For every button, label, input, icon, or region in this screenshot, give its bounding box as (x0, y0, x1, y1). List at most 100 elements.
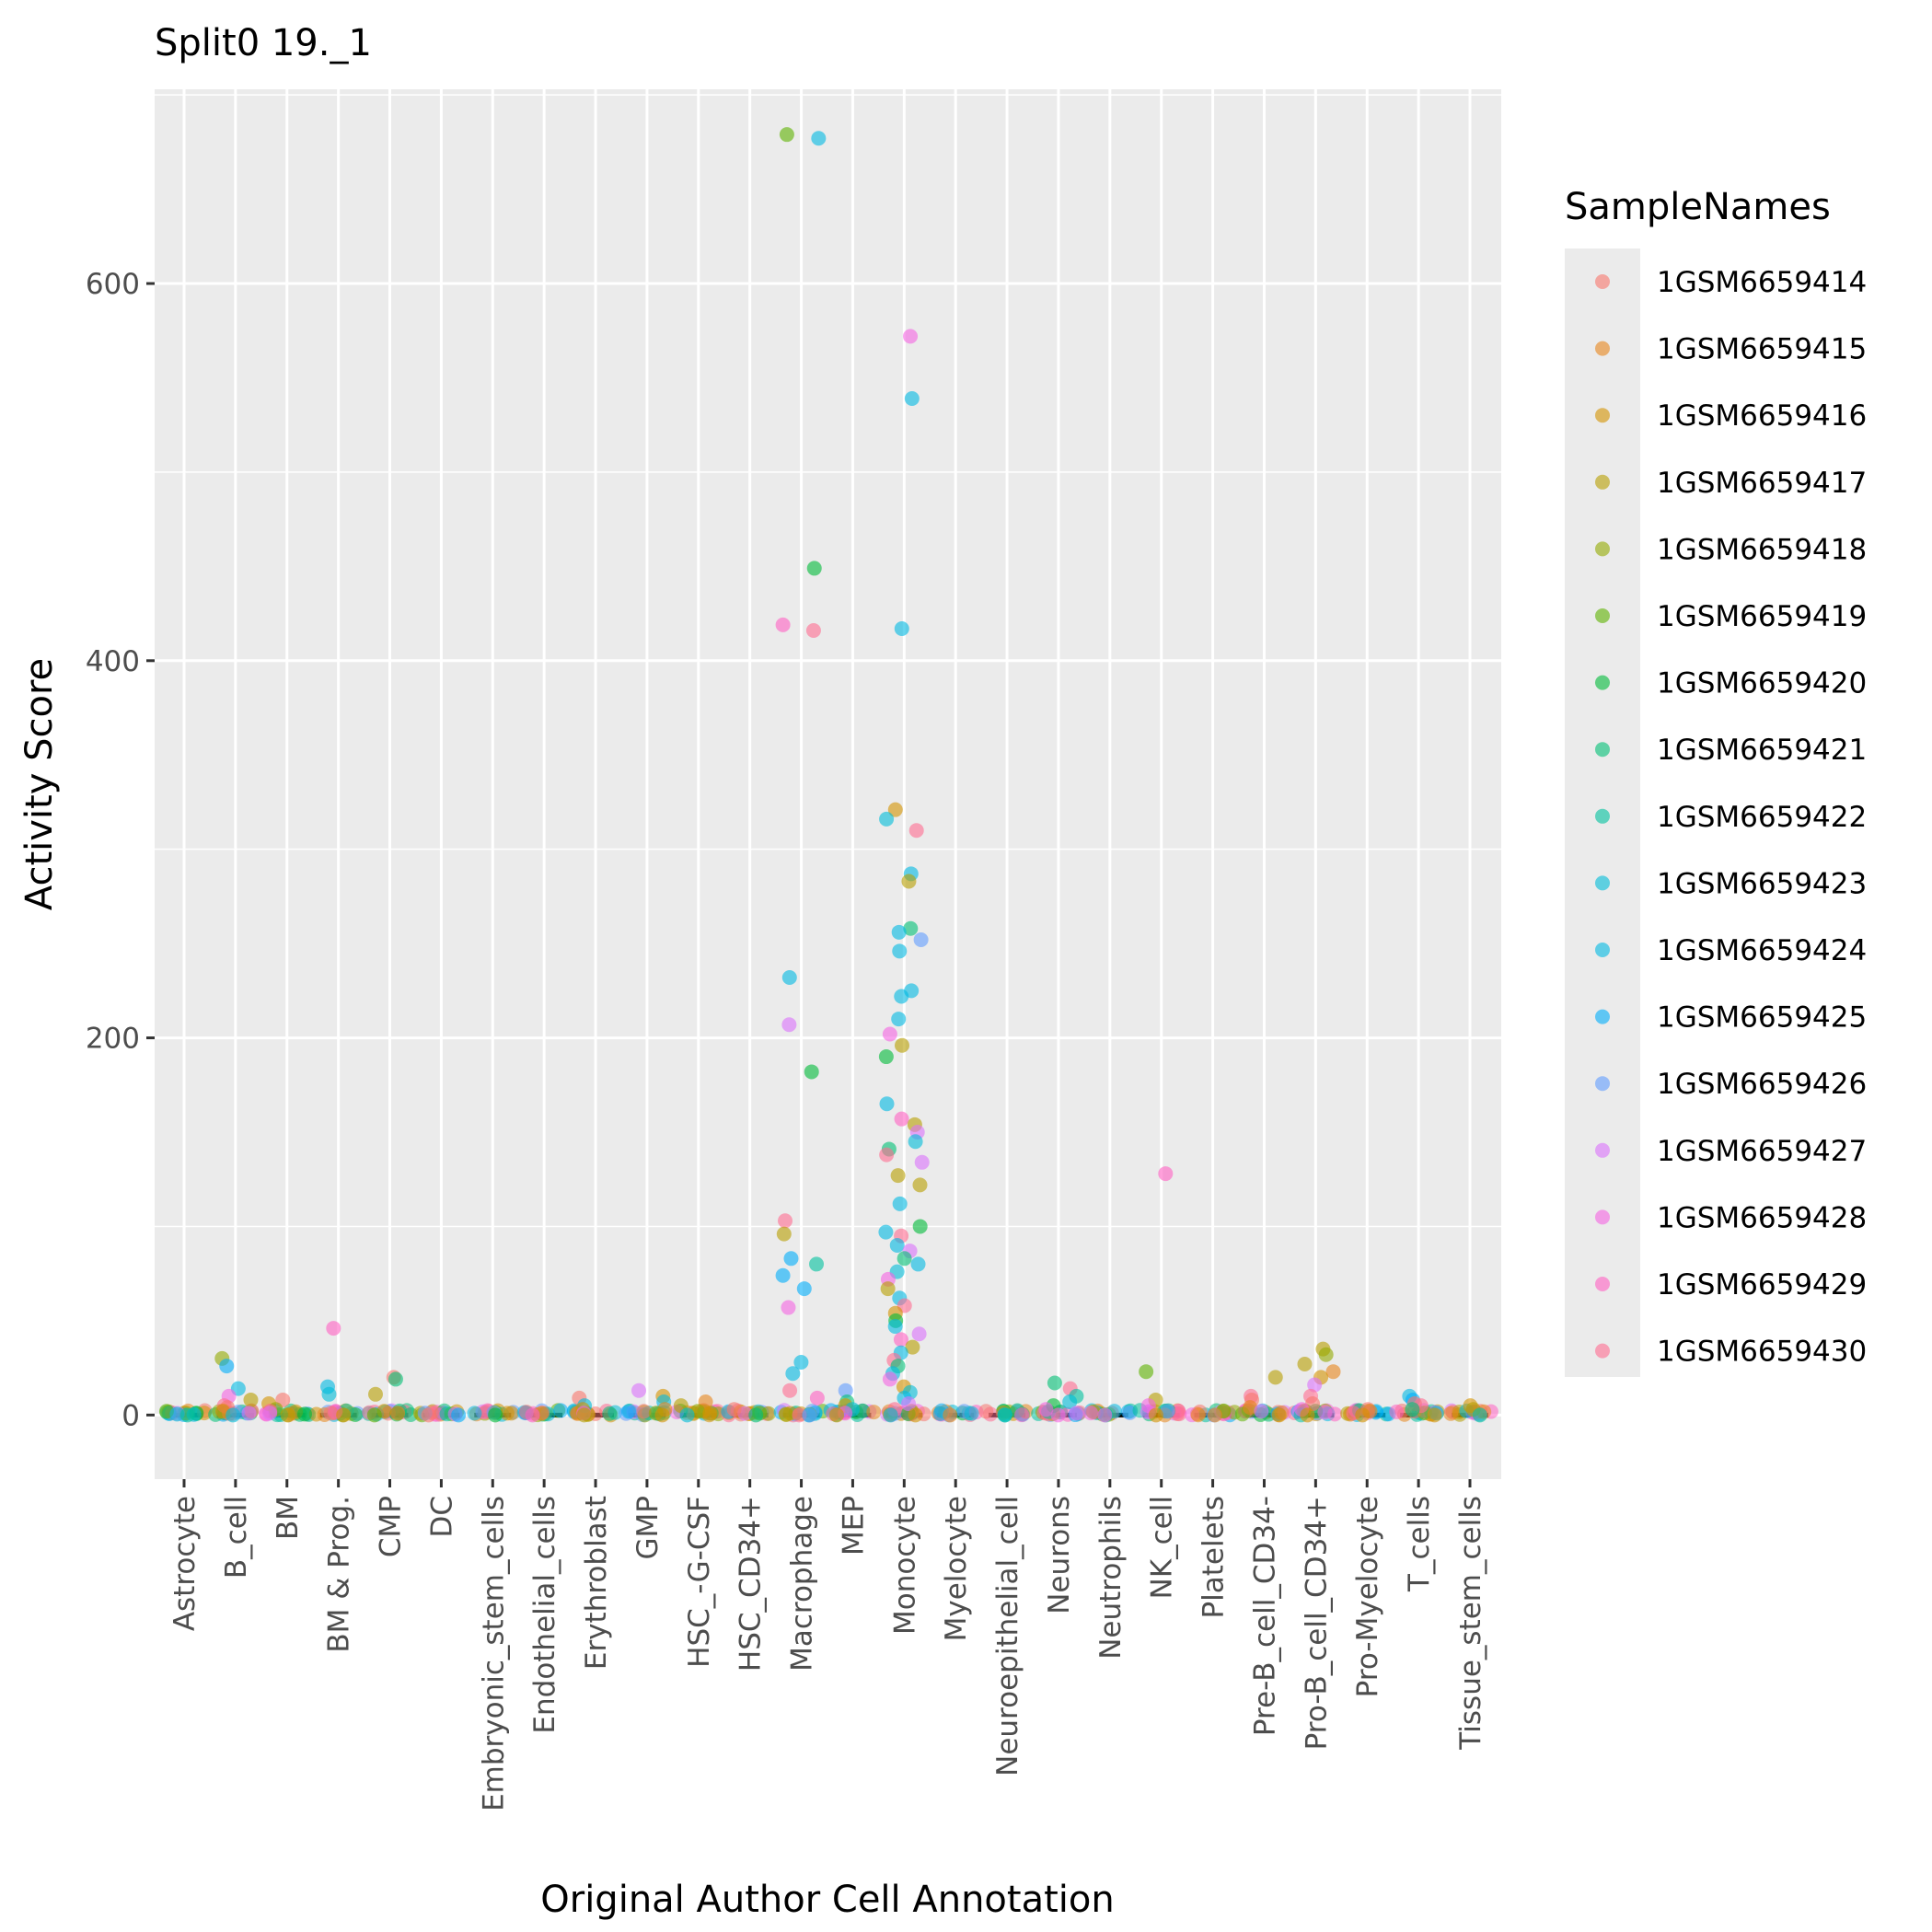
y-tick-label: 0 (121, 1399, 140, 1432)
x-tick-label: Neuroepithelial_cell (991, 1496, 1024, 1776)
data-point (1172, 1406, 1187, 1422)
data-point (891, 924, 907, 940)
data-point (243, 1392, 259, 1407)
y-tick-label: 400 (86, 645, 140, 678)
data-point (1305, 1396, 1321, 1412)
data-point (654, 1407, 670, 1423)
data-point (892, 943, 908, 959)
data-point (878, 1049, 894, 1065)
data-point (792, 1407, 807, 1423)
data-point (829, 1407, 845, 1423)
data-points (158, 127, 1498, 1423)
legend-item: 1GSM6659426 (1595, 1068, 1867, 1101)
data-point (811, 131, 827, 146)
data-point (336, 1407, 352, 1423)
data-point (503, 1406, 519, 1421)
legend-item: 1GSM6659425 (1595, 1001, 1867, 1035)
legend-marker (1595, 1277, 1610, 1291)
data-point (781, 1017, 797, 1033)
data-point (779, 1406, 794, 1422)
data-point (910, 1256, 926, 1272)
x-tick-label: DC (425, 1496, 458, 1538)
legend-marker (1595, 943, 1610, 957)
legend-marker (1595, 408, 1610, 423)
data-point (726, 1402, 742, 1417)
data-point (1254, 1404, 1269, 1419)
x-tick-label: Pre-B_cell_CD34- (1248, 1496, 1281, 1736)
data-point (998, 1407, 1013, 1423)
data-point (894, 989, 909, 1004)
legend-item: 1GSM6659422 (1595, 801, 1867, 834)
data-point (809, 1256, 825, 1272)
data-point (1047, 1375, 1062, 1391)
data-point (602, 1406, 618, 1421)
data-point (879, 811, 895, 827)
data-point (1267, 1370, 1283, 1385)
data-point (1325, 1364, 1341, 1380)
data-point (805, 623, 821, 639)
x-tick-label: CMP (375, 1496, 408, 1557)
legend-item: 1GSM6659421 (1595, 734, 1867, 767)
x-tick-label: Macrophage (786, 1496, 819, 1672)
data-point (878, 1224, 894, 1240)
data-point (901, 1396, 917, 1412)
x-tick-label: T_cells (1403, 1496, 1436, 1592)
legend-item: 1GSM6659415 (1595, 333, 1867, 366)
legend-title: SampleNames (1565, 186, 1831, 228)
data-point (241, 1406, 257, 1421)
legend-item: 1GSM6659429 (1595, 1268, 1867, 1301)
data-point (451, 1407, 467, 1423)
data-point (323, 1406, 339, 1421)
data-point (908, 1134, 923, 1150)
legend-item: 1GSM6659430 (1595, 1336, 1867, 1369)
data-point (779, 127, 794, 143)
x-tick-label: HSC_CD34+ (735, 1496, 768, 1672)
legend-marker (1595, 474, 1610, 490)
legend-label: 1GSM6659415 (1657, 333, 1867, 366)
legend-item: 1GSM6659419 (1595, 600, 1867, 633)
legend-label: 1GSM6659425 (1657, 1001, 1867, 1035)
x-tick-label: Neutrophils (1094, 1496, 1128, 1660)
data-point (892, 1196, 908, 1211)
x-tick-label: BM & Prog. (323, 1496, 356, 1653)
data-point (1014, 1407, 1030, 1423)
legend-label: 1GSM6659421 (1657, 734, 1867, 767)
data-point (913, 932, 929, 948)
legend-label: 1GSM6659419 (1657, 600, 1867, 633)
data-point (776, 1226, 792, 1242)
legend-item: 1GSM6659424 (1595, 934, 1867, 967)
data-point (897, 1251, 912, 1267)
data-point (280, 1407, 295, 1423)
data-point (1160, 1404, 1175, 1419)
data-point (1297, 1357, 1313, 1372)
data-point (421, 1407, 436, 1423)
data-point (631, 1382, 647, 1398)
data-point (782, 1382, 798, 1398)
x-tick-label: Monocyte (888, 1496, 921, 1635)
data-point (879, 1147, 895, 1163)
chart-title: Split0 19._1 (155, 22, 372, 64)
data-point (895, 1037, 910, 1053)
legend-marker (1595, 742, 1610, 758)
legend-item: 1GSM6659420 (1595, 667, 1867, 700)
data-point (1389, 1404, 1405, 1419)
data-point (964, 1406, 979, 1421)
legend-label: 1GSM6659426 (1657, 1068, 1867, 1101)
data-point (1243, 1400, 1258, 1416)
data-point (262, 1406, 278, 1421)
data-point (368, 1386, 384, 1402)
legend-marker (1595, 675, 1610, 690)
y-axis-label: Activity Score (18, 658, 61, 910)
y-tick-label: 200 (86, 1023, 140, 1056)
data-point (1443, 1406, 1459, 1421)
legend-item: 1GSM6659417 (1595, 467, 1867, 500)
data-point (296, 1406, 312, 1422)
x-tick-label: Myelocyte (940, 1496, 973, 1641)
x-tick-label: Pro-Myelocyte (1351, 1496, 1384, 1697)
data-point (775, 617, 791, 632)
y-axis: 0 200 400 600 (86, 268, 155, 1432)
legend-marker (1595, 274, 1610, 289)
data-point (219, 1359, 235, 1374)
x-tick-label: Erythroblast (580, 1496, 613, 1670)
x-tick-label: Platelets (1197, 1496, 1231, 1619)
